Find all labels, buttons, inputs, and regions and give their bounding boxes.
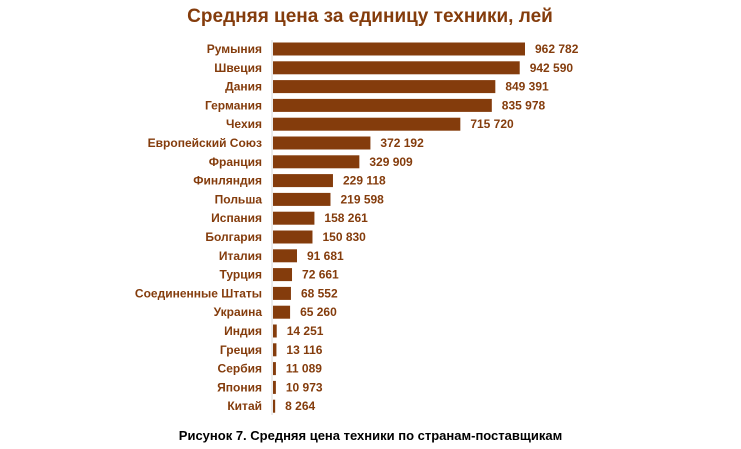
figure-caption: Рисунок 7. Средняя цена техники по стран…: [178, 428, 563, 443]
bar: [273, 268, 293, 282]
category-label: Дания: [225, 80, 262, 94]
bar: [273, 305, 291, 319]
category-label: Украина: [214, 305, 263, 319]
value-label: 13 116: [286, 343, 322, 357]
category-label: Польша: [215, 192, 263, 206]
bar: [273, 324, 277, 338]
bar: [273, 80, 496, 94]
bar: [273, 399, 276, 413]
value-label: 219 598: [340, 192, 384, 206]
bar: [273, 211, 315, 225]
value-label: 10 973: [286, 380, 323, 394]
bar: [273, 362, 276, 376]
category-label: Италия: [219, 249, 262, 263]
bar: [273, 249, 297, 263]
value-label: 835 978: [502, 98, 546, 112]
value-label: 372 192: [380, 136, 424, 150]
value-label: 715 720: [470, 117, 514, 131]
bar: [273, 98, 492, 112]
category-label: Сербия: [218, 362, 262, 376]
category-label: Румыния: [207, 42, 262, 56]
category-label: Испания: [211, 211, 262, 225]
bar: [273, 61, 520, 75]
category-label: Чехия: [226, 117, 262, 131]
value-label: 329 909: [369, 155, 413, 169]
value-label: 150 830: [322, 230, 366, 244]
category-label: Соединенные Штаты: [135, 286, 262, 300]
category-label: Швеция: [214, 61, 262, 75]
value-label: 849 391: [505, 80, 549, 94]
category-label: Япония: [217, 380, 262, 394]
bar: [273, 117, 461, 131]
chart-title: Средняя цена за единицу техники, лей: [187, 6, 553, 27]
value-label: 72 661: [302, 268, 339, 282]
category-label: Турция: [220, 268, 262, 282]
value-label: 158 261: [324, 211, 368, 225]
category-label: Китай: [227, 399, 262, 413]
value-label: 11 089: [286, 362, 322, 376]
value-label: 942 590: [530, 61, 574, 75]
category-label: Финляндия: [193, 174, 262, 188]
value-label: 68 552: [301, 286, 338, 300]
bar: [273, 343, 277, 357]
category-label: Европейский Союз: [148, 136, 262, 150]
value-label: 8 264: [285, 399, 315, 413]
value-label: 65 260: [300, 305, 337, 319]
value-label: 962 782: [535, 42, 579, 56]
bar: [273, 286, 291, 300]
bar: [273, 230, 313, 244]
bar: [273, 174, 333, 188]
category-label: Германия: [205, 98, 262, 112]
bar: [273, 155, 360, 169]
bar: [273, 136, 371, 150]
bar: [273, 42, 525, 56]
category-label: Индия: [224, 324, 262, 338]
value-label: 91 681: [307, 249, 344, 263]
value-label: 229 118: [343, 174, 386, 188]
bar: [273, 380, 276, 394]
category-label: Греция: [220, 343, 262, 357]
bar: [273, 192, 331, 206]
value-label: 14 251: [287, 324, 324, 338]
category-label: Франция: [209, 155, 262, 169]
category-label: Болгария: [205, 230, 262, 244]
